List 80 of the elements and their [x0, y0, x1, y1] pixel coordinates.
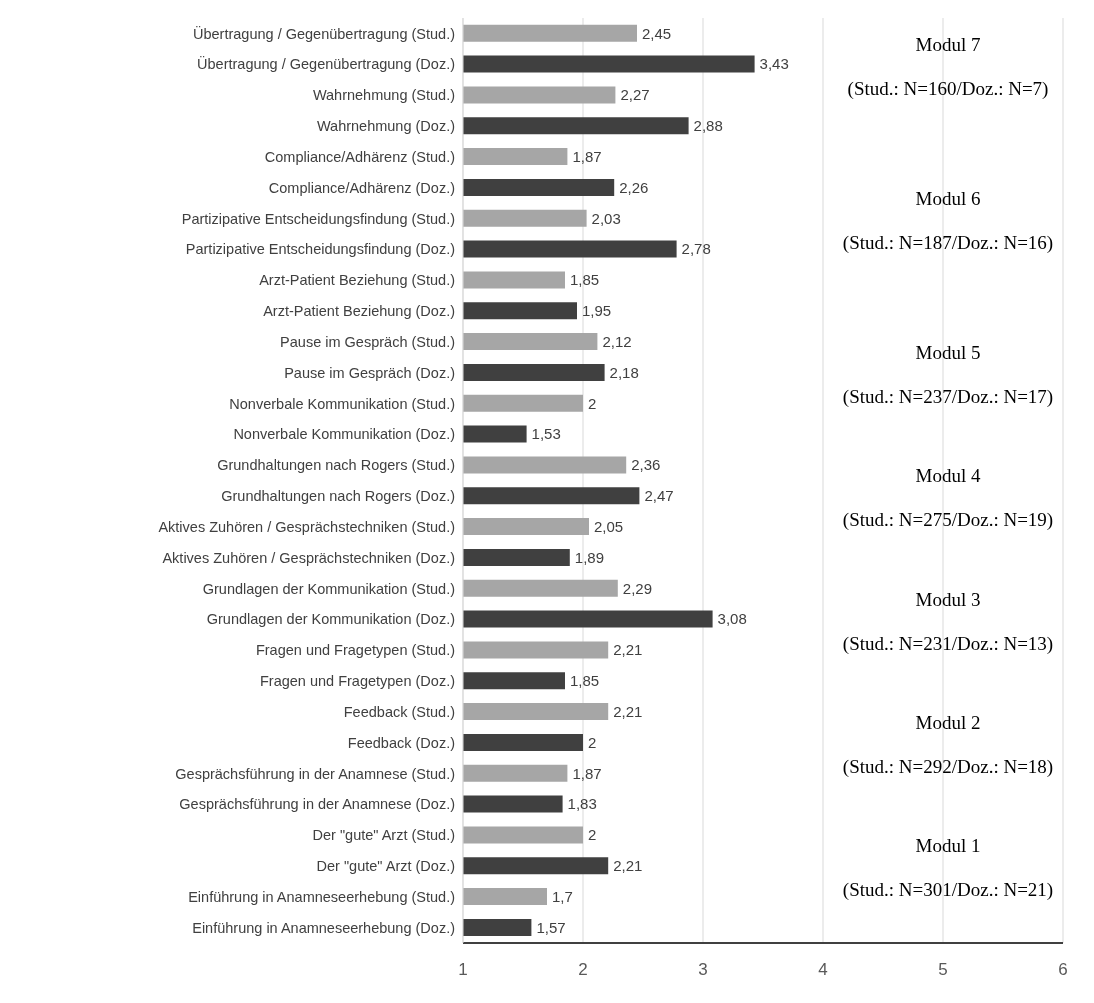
data-label: 1,83 [567, 795, 597, 813]
annotation: Modul 5 [914, 342, 982, 364]
y-tick-label: Partizipative Entscheidungsfindung (Doz.) [185, 241, 455, 258]
annotation: (Stud.: N=292/Doz.: N=18) [841, 756, 1055, 778]
data-label: 2,78 [681, 240, 711, 258]
y-tick-label: Fragen und Fragetypen (Stud.) [255, 642, 455, 659]
y-tick-label: Nonverbale Kommunikation (Doz.) [233, 426, 455, 443]
y-tick-label: Fragen und Fragetypen (Doz.) [259, 673, 455, 690]
annotation: (Stud.: N=301/Doz.: N=21) [841, 879, 1055, 902]
y-tick-label: Übertragung / Gegenübertragung (Doz.) [197, 55, 455, 73]
y-tick-label: Partizipative Entscheidungsfindung (Stud.) [181, 210, 455, 227]
data-label: 1,53 [531, 425, 561, 443]
y-tick-label: Übertragung / Gegenübertragung (Stud.) [193, 24, 455, 42]
x-tick-label: 1 [458, 960, 468, 980]
y-tick-label: Der "gute" Arzt (Doz.) [316, 858, 455, 875]
y-tick-label: Nonverbale Kommunikation (Stud.) [229, 395, 455, 412]
y-tick-label: Wahrnehmung (Doz.) [316, 118, 455, 135]
data-label: 1,57 [536, 918, 566, 936]
data-label: 2 [588, 733, 597, 751]
annotation: (Stud.: N=275/Doz.: N=19) [841, 509, 1055, 532]
y-tick-label: Arzt-Patient Beziehung (Stud.) [259, 272, 455, 289]
data-label: 2,26 [619, 178, 649, 196]
annotation: (Stud.: N=231/Doz.: N=13) [841, 632, 1055, 655]
data-label: 2,27 [620, 86, 650, 104]
y-tick-label: Compliance/Adhärenz (Doz.) [268, 179, 455, 196]
y-tick-label: Pause im Gespräch (Stud.) [280, 333, 455, 350]
y-tick-label: Compliance/Adhärenz (Stud.) [264, 148, 455, 165]
y-tick-label: Arzt-Patient Beziehung (Doz.) [263, 303, 455, 320]
x-tick-label: 3 [698, 960, 708, 980]
data-label: 3,08 [717, 610, 747, 628]
data-label: 2,21 [613, 702, 643, 720]
data-label: 2,29 [622, 579, 652, 597]
annotation: Modul 6 [914, 187, 982, 210]
annotation: Modul 1 [914, 835, 982, 858]
annotation: Modul 3 [914, 588, 982, 611]
y-tick-label: Gesprächsführung in der Anamnese (Stud.) [175, 765, 455, 782]
data-label: 1,85 [570, 271, 600, 289]
data-label: 1,87 [572, 764, 602, 782]
annotation: (Stud.: N=237/Doz.: N=17) [841, 386, 1055, 408]
data-label: 1,87 [572, 147, 602, 165]
data-label: 1,85 [570, 672, 600, 690]
data-label: 2,18 [609, 363, 639, 381]
annotation: Modul 7 [914, 33, 982, 56]
y-tick-label: Feedback (Doz.) [347, 734, 455, 751]
y-tick-label: Aktives Zuhören / Gesprächstechniken (Stud.) [158, 518, 455, 535]
y-tick-label: Pause im Gespräch (Doz.) [284, 364, 455, 381]
x-tick-label: 2 [578, 960, 588, 980]
data-label: 2,12 [602, 332, 632, 350]
x-tick-label: 6 [1058, 960, 1068, 980]
data-label: 1,7 [552, 887, 573, 905]
data-label: 2,36 [631, 456, 661, 474]
x-tick-label: 5 [938, 960, 948, 980]
annotation: (Stud.: N=187/Doz.: N=16) [841, 231, 1055, 254]
data-label: 2,03 [591, 209, 621, 227]
data-label: 2,45 [642, 24, 672, 42]
data-label: 2,47 [644, 487, 674, 505]
data-label: 3,43 [759, 55, 789, 73]
data-label: 2,05 [594, 517, 624, 535]
data-label: 2,21 [613, 641, 643, 659]
y-tick-label: Gesprächsführung in der Anamnese (Doz.) [179, 796, 455, 813]
data-label: 2 [588, 826, 597, 844]
x-tick-label: 4 [818, 960, 828, 980]
annotation: (Stud.: N=160/Doz.: N=7) [846, 77, 1050, 100]
annotation: Modul 4 [914, 465, 982, 488]
annotation: Modul 2 [914, 712, 982, 734]
y-tick-label: Aktives Zuhören / Gesprächstechniken (Doz.) [162, 549, 455, 566]
data-label: 2,88 [693, 117, 723, 135]
y-tick-label: Grundlagen der Kommunikation (Stud.) [202, 580, 455, 597]
y-tick-label: Einführung in Anamneseerhebung (Stud.) [188, 888, 455, 905]
data-label: 2 [588, 394, 597, 412]
y-tick-label: Einführung in Anamneseerhebung (Doz.) [192, 919, 455, 936]
data-label: 1,89 [574, 548, 604, 566]
y-tick-label: Grundlagen der Kommunikation (Doz.) [206, 611, 455, 628]
data-label: 2,21 [613, 857, 643, 875]
y-tick-label: Feedback (Stud.) [343, 703, 455, 720]
data-label: 1,95 [582, 302, 612, 320]
y-tick-label: Der "gute" Arzt (Stud.) [312, 827, 455, 844]
y-tick-label: Grundhaltungen nach Rogers (Doz.) [221, 488, 455, 505]
y-tick-label: Grundhaltungen nach Rogers (Stud.) [217, 457, 455, 474]
y-tick-label: Wahrnehmung (Stud.) [312, 87, 455, 104]
